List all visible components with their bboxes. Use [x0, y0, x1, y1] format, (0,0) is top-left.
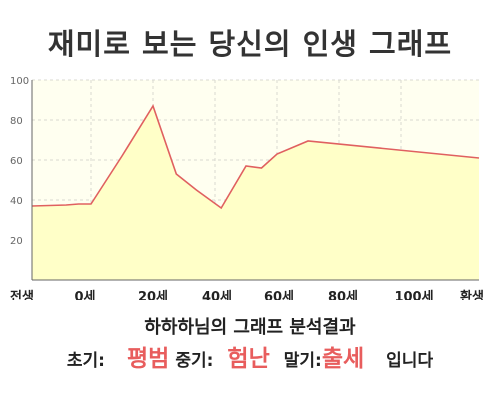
life-graph-chart: 20 40 60 80 100 전생 0세 20세 40세 60세 80세 100세 환생 — [10, 76, 484, 300]
x-tick-label: 40세 — [202, 290, 232, 300]
x-tick-labels: 전생 0세 20세 40세 60세 80세 100세 환생 — [10, 289, 484, 300]
x-tick-label: 전생 — [10, 289, 34, 300]
x-tick-label: 100세 — [394, 290, 433, 300]
middle-value: 험난 — [227, 346, 270, 372]
result-ending: 입니다 — [386, 351, 434, 371]
axes — [31, 80, 479, 281]
y-tick-label: 60 — [10, 156, 23, 167]
result-title: 하하하님의 그래프 분석결과 — [144, 317, 356, 338]
x-tick-label: 60세 — [264, 290, 294, 300]
y-tick-label: 20 — [10, 236, 23, 247]
early-label: 초기: — [66, 351, 105, 371]
y-tick-label: 80 — [10, 116, 23, 127]
early-value: 평범 — [127, 346, 170, 372]
y-tick-label: 100 — [10, 76, 29, 87]
late-value: 출세 — [321, 346, 365, 372]
page-title: 재미로 보는 당신의 인생 그래프 — [47, 27, 453, 61]
x-tick-label: 80세 — [328, 290, 358, 300]
life-line — [31, 104, 480, 210]
life-area — [32, 106, 479, 280]
result-summary: 초기: 평범 중기: 험난 말기:출세 입니다 — [0, 348, 500, 371]
y-tick-labels: 20 40 60 80 100 — [10, 76, 29, 247]
x-tick-label: 환생 — [460, 289, 484, 300]
y-tick-label: 40 — [10, 196, 23, 207]
x-tick-label: 20세 — [138, 290, 168, 300]
middle-label: 중기: — [175, 351, 214, 371]
x-tick-label: 0세 — [74, 290, 95, 300]
late-label: 말기: — [283, 351, 322, 371]
